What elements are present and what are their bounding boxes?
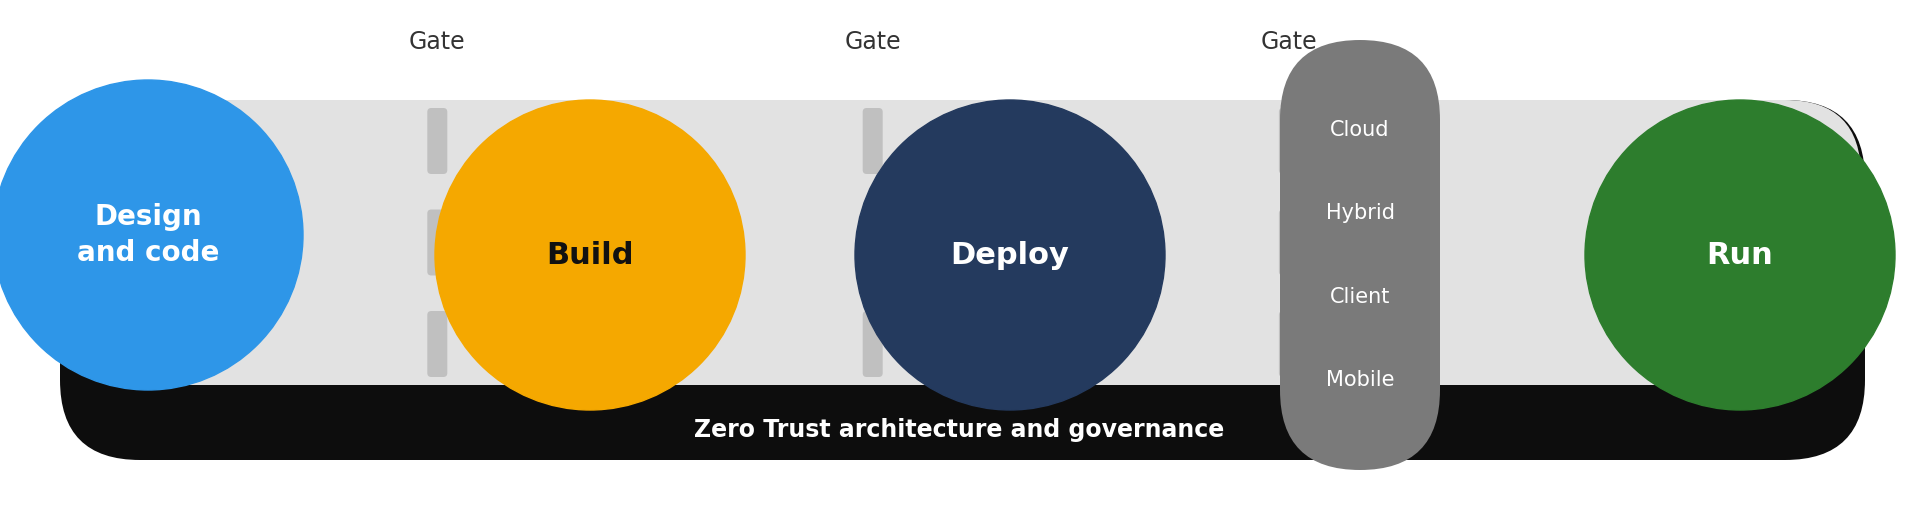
Text: Mobile: Mobile — [1325, 370, 1394, 390]
FancyBboxPatch shape — [63, 100, 1860, 385]
FancyBboxPatch shape — [428, 311, 447, 377]
FancyBboxPatch shape — [428, 108, 447, 174]
Text: Cloud: Cloud — [1331, 120, 1391, 140]
FancyBboxPatch shape — [863, 209, 882, 275]
Text: Client: Client — [1329, 287, 1391, 307]
Text: Zero Trust architecture and governance: Zero Trust architecture and governance — [694, 418, 1224, 442]
Text: Deploy: Deploy — [951, 241, 1070, 269]
Text: Gate: Gate — [1260, 30, 1318, 54]
FancyBboxPatch shape — [863, 311, 882, 377]
Text: Hybrid: Hybrid — [1325, 203, 1394, 223]
Text: Gate: Gate — [844, 30, 901, 54]
FancyBboxPatch shape — [1279, 209, 1298, 275]
FancyBboxPatch shape — [1279, 40, 1440, 470]
Circle shape — [1584, 100, 1895, 410]
FancyBboxPatch shape — [1279, 311, 1298, 377]
Text: Design
and code: Design and code — [77, 203, 219, 267]
FancyBboxPatch shape — [863, 108, 882, 174]
FancyBboxPatch shape — [59, 100, 1864, 460]
FancyBboxPatch shape — [428, 209, 447, 275]
Text: Gate: Gate — [409, 30, 466, 54]
Text: Run: Run — [1707, 241, 1774, 269]
Circle shape — [0, 80, 303, 390]
Circle shape — [855, 100, 1164, 410]
Text: Build: Build — [547, 241, 633, 269]
Circle shape — [435, 100, 744, 410]
FancyBboxPatch shape — [1279, 108, 1298, 174]
